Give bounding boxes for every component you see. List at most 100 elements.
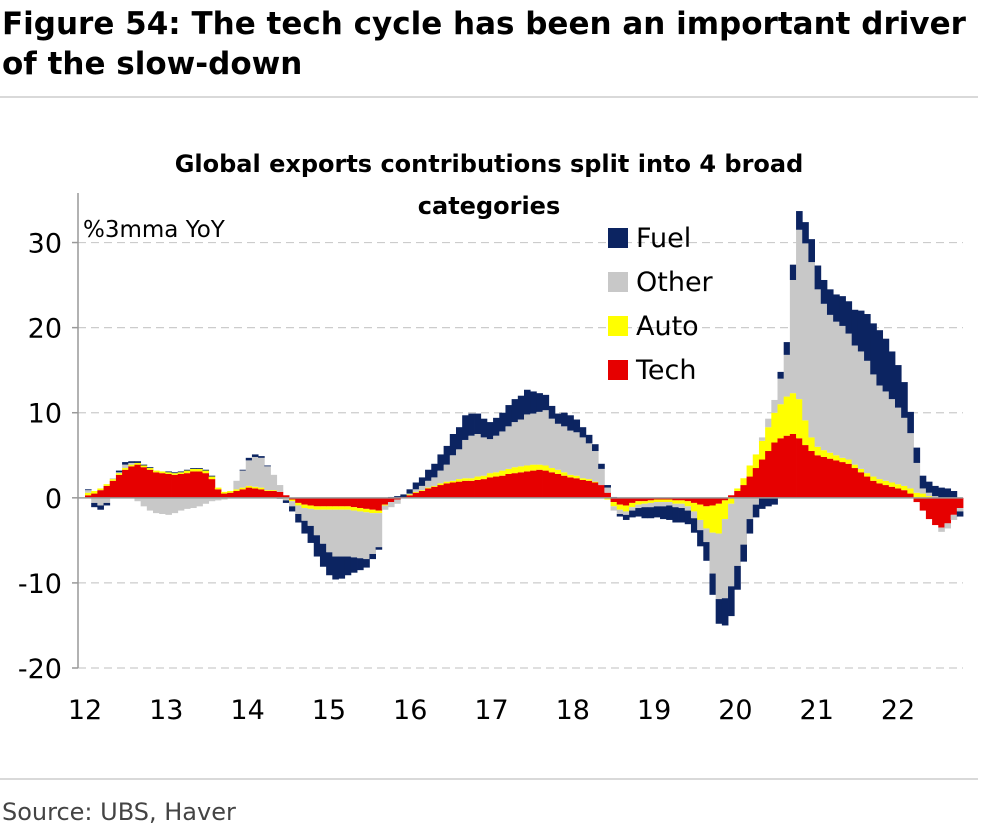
bar-segment-auto (511, 467, 519, 474)
bar-segment-other (103, 497, 111, 503)
bar-segment-tech (573, 478, 581, 498)
bar-segment-other (808, 262, 815, 438)
bar-segment-other (301, 508, 308, 521)
bar-segment-auto (647, 500, 655, 503)
y-tick-label: 10 (28, 399, 62, 430)
bar-segment-tech (449, 482, 457, 498)
bar-segment-other (585, 443, 593, 480)
bar-segment-other (950, 514, 958, 520)
bar-segment-fuel (592, 444, 599, 452)
bar-segment-auto (233, 489, 240, 492)
bar-segment-fuel (301, 520, 308, 534)
bar-segment-auto (728, 497, 735, 504)
bar-segment-other (282, 498, 290, 501)
x-tick-label: 13 (149, 695, 183, 726)
bar-segment-other (622, 511, 630, 515)
bar-segment-fuel (734, 565, 741, 590)
bar-segment-other (851, 345, 859, 465)
bar-segment-other (264, 466, 271, 491)
bar-segment-fuel (901, 382, 908, 418)
bar-segment-fuel (431, 463, 438, 478)
bar-segment-other (375, 513, 383, 548)
chart-area: Global exports contributions split into … (18, 150, 964, 726)
bar-segment-auto (851, 464, 859, 469)
bar-segment-tech (635, 497, 642, 502)
bar-segment-auto (857, 468, 865, 473)
bar-segment-tech (598, 485, 605, 498)
bar-segment-auto (907, 488, 914, 494)
bar-segment-other (511, 422, 519, 468)
bar-segment-auto (888, 482, 896, 487)
bar-segment-other (734, 497, 741, 566)
bar-segment-other (183, 497, 191, 509)
bar-segment-fuel (326, 552, 333, 576)
bar-segment-auto (449, 480, 457, 483)
y-tick-labels: 30 20 10 0 -10 -20 (18, 229, 62, 685)
bar-segment-auto (715, 503, 723, 534)
bar-segment-other (536, 411, 543, 465)
bar-segment-other (690, 511, 698, 519)
bar-segment-auto (876, 479, 884, 484)
bar-segment-other (115, 472, 123, 474)
bar-segment-tech (919, 497, 927, 511)
bar-segment-fuel (418, 477, 426, 486)
bar-segment-other (449, 455, 457, 481)
bar-segment-tech (505, 473, 513, 498)
bar-segment-auto (765, 427, 772, 452)
bar-segment-fuel (839, 296, 846, 326)
bar-segment-auto (833, 455, 840, 461)
bar-segment-fuel (561, 412, 568, 427)
bar-segment-other (455, 449, 463, 480)
bar-segment-tech (437, 485, 445, 498)
bar-segment-tech (406, 495, 414, 498)
bar-segment-fuel (486, 422, 494, 440)
bar-segment-other (709, 532, 717, 574)
bar-segment-other (153, 497, 160, 514)
bar-segment-tech (369, 497, 376, 510)
bar-segment-auto (115, 473, 123, 475)
bar-segment-tech (777, 438, 785, 498)
x-tick-labels: 12 13 14 15 16 17 18 19 20 21 22 (68, 695, 915, 726)
bar-segment-auto (567, 474, 574, 478)
bar-segment-other (882, 391, 890, 481)
bar-segment-auto (542, 465, 550, 471)
bar-segment-auto (183, 470, 191, 474)
bar-segment-tech (758, 459, 766, 498)
bar-segment-fuel (567, 415, 574, 431)
bar-segment-tech (715, 497, 723, 504)
bar-segment-other (313, 509, 321, 536)
bar-segment-auto (239, 487, 247, 490)
title-divider (0, 96, 978, 98)
bar-segment-other (122, 464, 129, 469)
y-tick-label: -10 (18, 569, 62, 600)
bar-segment-tech (616, 497, 624, 505)
bar-segment-other (381, 505, 389, 510)
bar-segment-other (474, 434, 482, 477)
bar-segment-other (901, 417, 908, 486)
bar-segment-auto (709, 505, 717, 533)
bar-segment-tech (183, 473, 191, 498)
bar-segment-fuel (802, 222, 809, 244)
bar-segment-other (672, 503, 679, 508)
bar-segment-fuel (319, 543, 327, 567)
bar-segment-tech (641, 497, 649, 502)
bar-segment-auto (468, 478, 475, 481)
bar-segment-tech (820, 456, 828, 498)
bar-segment-other (221, 497, 228, 500)
bar-segment-fuel (480, 418, 488, 438)
legend-label-other: Other (636, 267, 714, 298)
bar-segment-fuel (505, 405, 513, 427)
bar-segment-fuel (338, 556, 346, 579)
bar-segment-auto (319, 506, 327, 510)
y-tick-label: 20 (28, 314, 62, 345)
bar-segment-auto (146, 468, 154, 470)
bar-segment-tech (140, 467, 148, 498)
bar-segment-auto (153, 470, 160, 473)
bar-segment-fuel (616, 513, 624, 517)
bar-segment-fuel (394, 496, 401, 498)
bar-segment-auto (301, 504, 308, 509)
bar-segment-tech (493, 476, 500, 498)
bar-segment-tech (270, 491, 278, 498)
bar-segment-other (635, 504, 642, 509)
bar-segment-fuel (511, 399, 519, 423)
